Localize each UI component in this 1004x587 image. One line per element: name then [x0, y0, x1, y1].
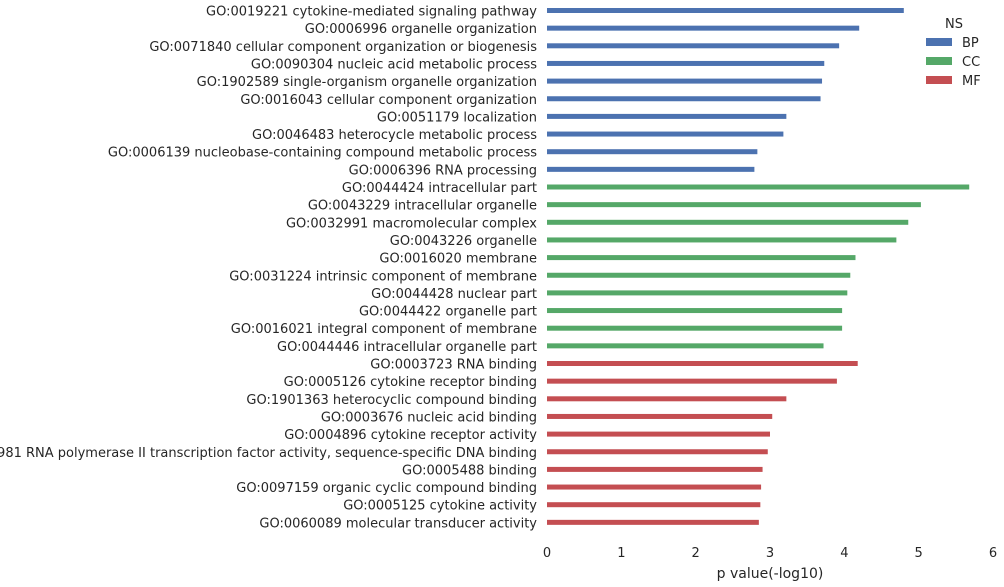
- category-label: GO:0071840 cellular component organizati…: [149, 40, 537, 55]
- category-label: GO:0032991 macromolecular complex: [286, 216, 537, 231]
- category-label: GO:0060089 molecular transducer activity: [259, 516, 537, 531]
- category-label: GO:0051179 localization: [377, 110, 537, 125]
- bar-bp: [547, 131, 784, 137]
- category-label: GO:0000981 RNA polymerase II transcripti…: [0, 446, 537, 461]
- category-label: GO:0006396 RNA processing: [349, 163, 537, 178]
- bar-bp: [547, 60, 825, 66]
- category-label: GO:0090304 nucleic acid metabolic proces…: [251, 57, 537, 72]
- bar-cc: [547, 325, 843, 331]
- legend-title: NS: [945, 17, 963, 32]
- legend-label-mf: MF: [962, 74, 981, 89]
- bar-cc: [547, 343, 824, 349]
- bar-mf: [547, 466, 763, 472]
- category-label: GO:0016021 integral component of membran…: [231, 322, 537, 337]
- category-label: GO:0044424 intracellular part: [342, 181, 537, 196]
- category-label: GO:1902589 single-organism organelle org…: [197, 75, 537, 90]
- bar-cc: [547, 308, 843, 314]
- category-label: GO:0003723 RNA binding: [370, 358, 537, 373]
- x-tick-label: 3: [766, 546, 774, 561]
- category-label: GO:0016020 membrane: [379, 252, 537, 267]
- bar-cc: [547, 202, 921, 208]
- category-label: GO:0044428 nuclear part: [371, 287, 537, 302]
- category-label: GO:0006139 nucleobase-containing compoun…: [108, 146, 537, 161]
- category-labels: GO:0019221 cytokine-mediated signaling p…: [0, 5, 537, 532]
- category-label: GO:0044422 organelle part: [359, 305, 537, 320]
- bar-mf: [547, 502, 761, 508]
- x-tick-label: 1: [617, 546, 625, 561]
- category-label: GO:0046483 heterocycle metabolic process: [252, 128, 537, 143]
- bar-bp: [547, 96, 821, 102]
- bar-mf: [547, 449, 768, 455]
- x-tick-label: 2: [692, 546, 700, 561]
- legend-swatch-cc: [926, 57, 952, 65]
- category-label: GO:0006996 organelle organization: [305, 22, 537, 37]
- x-tick-label: 6: [989, 546, 997, 561]
- bar-mf: [547, 396, 787, 402]
- legend-label-cc: CC: [962, 55, 980, 70]
- category-label: GO:0005125 cytokine activity: [343, 499, 537, 514]
- category-label: GO:0016043 cellular component organizati…: [240, 93, 537, 108]
- bar-cc: [547, 237, 897, 243]
- legend-label-bp: BP: [962, 36, 979, 51]
- bar-cc: [547, 219, 909, 225]
- bar-mf: [547, 378, 837, 384]
- category-label: GO:0005126 cytokine receptor binding: [284, 375, 537, 390]
- legend-swatch-bp: [926, 38, 952, 46]
- bar-bp: [547, 43, 840, 49]
- category-label: GO:0003676 nucleic acid binding: [321, 410, 537, 425]
- bar-mf: [547, 413, 773, 419]
- x-tick-label: 0: [543, 546, 551, 561]
- bar-bp: [547, 149, 758, 155]
- bar-mf: [547, 361, 858, 366]
- x-axis-title: p value(-log10): [717, 566, 824, 582]
- category-label: GO:0031224 intrinsic component of membra…: [229, 269, 537, 284]
- x-axis-ticks: 0 1 2 3 4 5 6: [543, 546, 997, 561]
- bar-bp: [547, 8, 904, 13]
- bar-mf: [547, 431, 770, 437]
- category-label: GO:0097159 organic cyclic compound bindi…: [236, 481, 537, 496]
- legend: NS BP CC MF: [926, 17, 981, 89]
- bar-cc: [547, 290, 848, 296]
- x-tick-label: 4: [840, 546, 848, 561]
- x-tick-label: 5: [915, 546, 923, 561]
- legend-swatch-mf: [926, 76, 952, 84]
- bar-cc: [547, 272, 851, 278]
- category-label: GO:1901363 heterocyclic compound binding: [246, 393, 537, 408]
- bar-bp: [547, 25, 860, 31]
- bar-bp: [547, 78, 823, 84]
- bars-layer: [547, 8, 970, 525]
- category-label: GO:0004896 cytokine receptor activity: [284, 428, 537, 443]
- category-label: GO:0044446 intracellular organelle part: [277, 340, 537, 355]
- category-label: GO:0043229 intracellular organelle: [308, 199, 537, 214]
- category-label: GO:0005488 binding: [402, 463, 537, 478]
- bar-bp: [547, 113, 787, 119]
- category-label: GO:0019221 cytokine-mediated signaling p…: [206, 5, 537, 20]
- category-label: GO:0043226 organelle: [390, 234, 537, 249]
- bar-cc: [547, 255, 856, 261]
- bar-cc: [547, 184, 970, 190]
- bar-mf: [547, 484, 762, 490]
- bar-mf: [547, 519, 759, 525]
- bar-bp: [547, 166, 755, 172]
